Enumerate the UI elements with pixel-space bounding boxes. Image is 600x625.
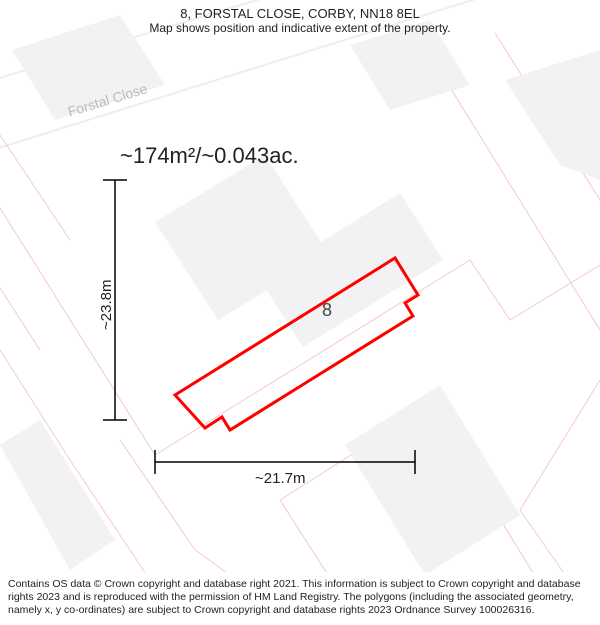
footer-copyright: Contains OS data © Crown copyright and d… bbox=[0, 572, 600, 625]
address-line: 8, FORSTAL CLOSE, CORBY, NN18 8EL bbox=[10, 6, 590, 21]
header: 8, FORSTAL CLOSE, CORBY, NN18 8EL Map sh… bbox=[0, 0, 600, 39]
subtitle-line: Map shows position and indicative extent… bbox=[10, 21, 590, 35]
area-label: ~174m²/~0.043ac. bbox=[120, 143, 299, 169]
map-svg bbox=[0, 0, 600, 625]
width-dimension: ~21.7m bbox=[255, 470, 305, 487]
map-area: Forstal Close ~174m²/~0.043ac. 8 ~21.7m … bbox=[0, 0, 600, 625]
plot-number: 8 bbox=[322, 300, 332, 321]
height-dimension: ~23.8m bbox=[98, 280, 115, 330]
